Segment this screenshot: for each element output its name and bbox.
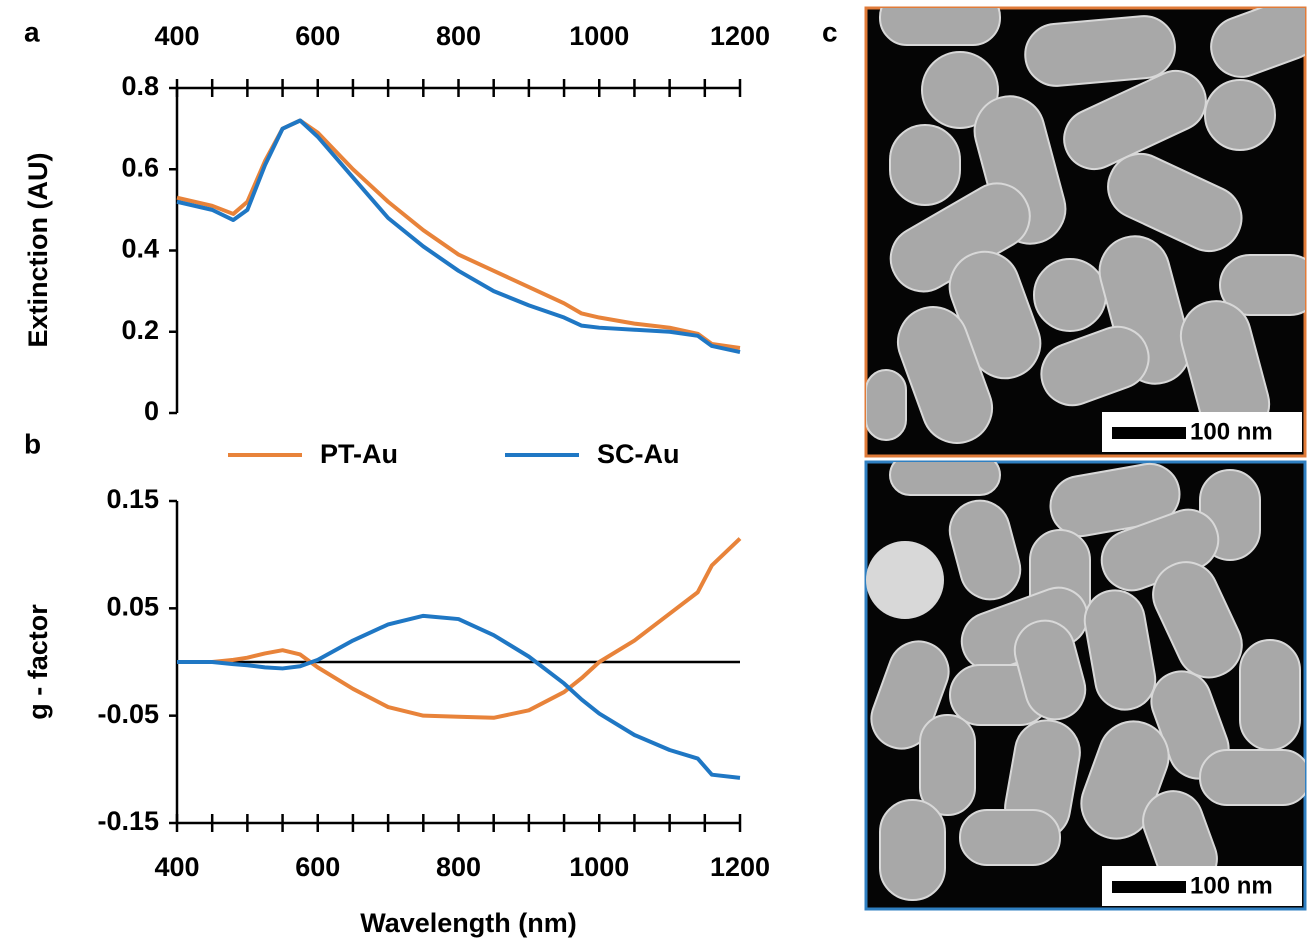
x-tick-label: 600 (295, 852, 340, 882)
y-tick-label: 0.4 (121, 234, 159, 264)
micrograph-bottom: 100 nm (864, 460, 1307, 911)
y-axis-label: g - factor (23, 604, 53, 720)
x-axis-label: Wavelength (nm) (360, 908, 577, 938)
data-line (177, 537, 742, 720)
x-tick-label: 600 (295, 21, 340, 51)
y-tick-label: 0.8 (121, 71, 159, 101)
legend-label: SC-Au (597, 439, 680, 469)
y-tick-label: 0.6 (121, 152, 159, 182)
scale-bar-label: 100 nm (1190, 418, 1273, 445)
y-tick-label: -0.05 (97, 699, 159, 729)
x-tick-label: 400 (154, 21, 199, 51)
x-tick-label: 1000 (569, 21, 629, 51)
y-tick-label: 0.15 (106, 484, 159, 514)
x-tick-label: 800 (436, 852, 481, 882)
scale-bar-label: 100 nm (1190, 872, 1273, 899)
data-line (176, 118, 741, 350)
data-line (176, 118, 741, 355)
x-tick-label: 800 (436, 21, 481, 51)
y-axis-label: Extinction (AU) (23, 153, 53, 348)
y-tick-label: 0 (144, 396, 159, 426)
y-tick-label: -0.15 (97, 806, 159, 836)
micrograph-top: 100 nm (864, 6, 1307, 458)
panel-label: b (24, 428, 41, 459)
x-tick-label: 1200 (710, 852, 770, 882)
scale-bar (1112, 427, 1186, 439)
data-line (177, 613, 741, 780)
x-tick-label: 1200 (710, 21, 770, 51)
y-tick-label: 0.2 (121, 315, 159, 345)
scale-bar (1112, 881, 1186, 893)
panel-label: c (822, 16, 838, 47)
x-tick-label: 400 (154, 852, 199, 882)
legend-label: PT-Au (320, 439, 398, 469)
panel-label: a (24, 16, 40, 47)
y-tick-label: 0.05 (106, 591, 159, 621)
x-tick-label: 1000 (569, 852, 629, 882)
